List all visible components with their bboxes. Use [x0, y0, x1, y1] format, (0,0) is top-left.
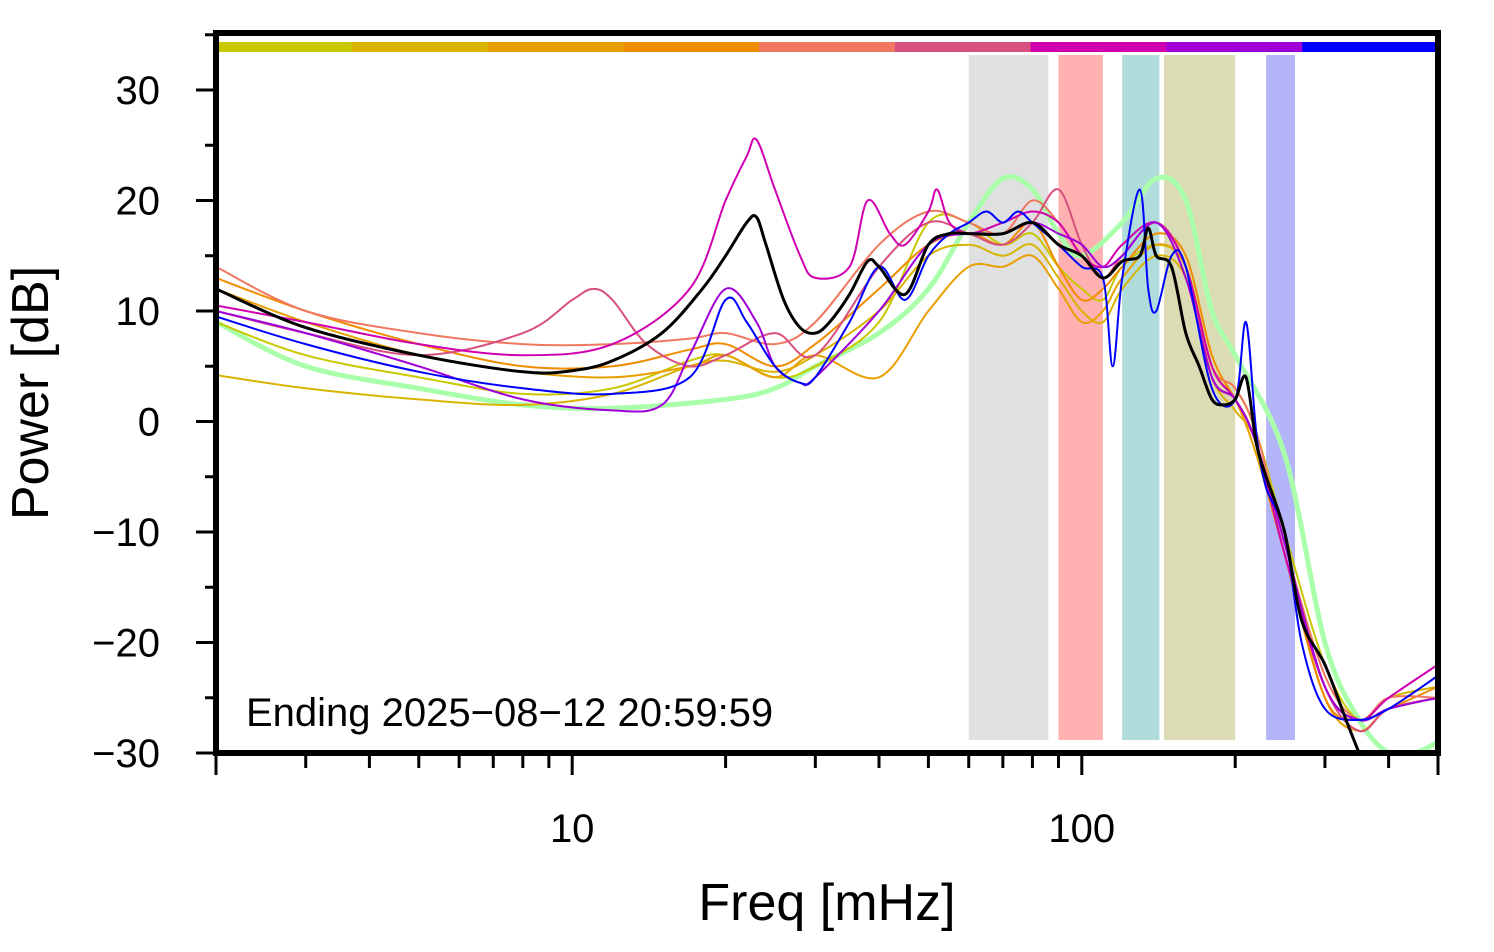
series-line-4: [216, 221, 1438, 722]
frequency-bands: [968, 55, 1295, 740]
y-axis-label: Power [dB]: [2, 266, 60, 520]
y-tick-label-1: −20: [92, 622, 160, 666]
band-0: [968, 55, 1049, 740]
time-color-segment-3: [623, 42, 760, 52]
plot-frame: [213, 30, 1441, 756]
series-line-6: [216, 188, 1438, 733]
series-line-0: [216, 174, 1438, 753]
time-color-segment-1: [351, 42, 489, 52]
spectrum-series: [216, 137, 1438, 753]
band-1: [1058, 55, 1103, 740]
y-tick-label-5: 20: [116, 180, 161, 224]
x-tick-label-1: 100: [1048, 807, 1115, 851]
time-color-segment-0: [216, 42, 353, 52]
band-2: [1122, 55, 1160, 740]
time-color-bar: [216, 42, 1439, 52]
series-line-1: [216, 213, 1438, 722]
annotation-ending-time: Ending 2025−08−12 20:59:59: [246, 691, 773, 735]
time-color-segment-7: [1166, 42, 1303, 52]
series-line-3: [216, 243, 1438, 732]
series-line-9: [216, 188, 1438, 721]
y-tick-label-4: 10: [116, 290, 161, 334]
x-axis-label: Freq [mHz]: [698, 874, 955, 932]
time-color-segment-4: [759, 42, 896, 52]
axis-ticks: −30 −20 −10 0 10 20 30 10 100: [92, 33, 1440, 851]
series-line-2: [216, 243, 1438, 721]
series-line-8: [216, 221, 1438, 722]
time-color-segment-6: [1030, 42, 1167, 52]
time-color-segment-2: [487, 42, 624, 52]
y-tick-label-0: −30: [92, 732, 160, 776]
time-color-segment-8: [1302, 42, 1439, 52]
x-tick-label-0: 10: [550, 807, 595, 851]
time-color-segment-5: [894, 42, 1032, 52]
series-line-10: [216, 213, 1361, 753]
y-tick-label-6: 30: [116, 69, 161, 113]
band-4: [1266, 55, 1295, 740]
y-tick-label-2: −10: [92, 511, 160, 555]
y-tick-label-3: 0: [138, 401, 160, 445]
